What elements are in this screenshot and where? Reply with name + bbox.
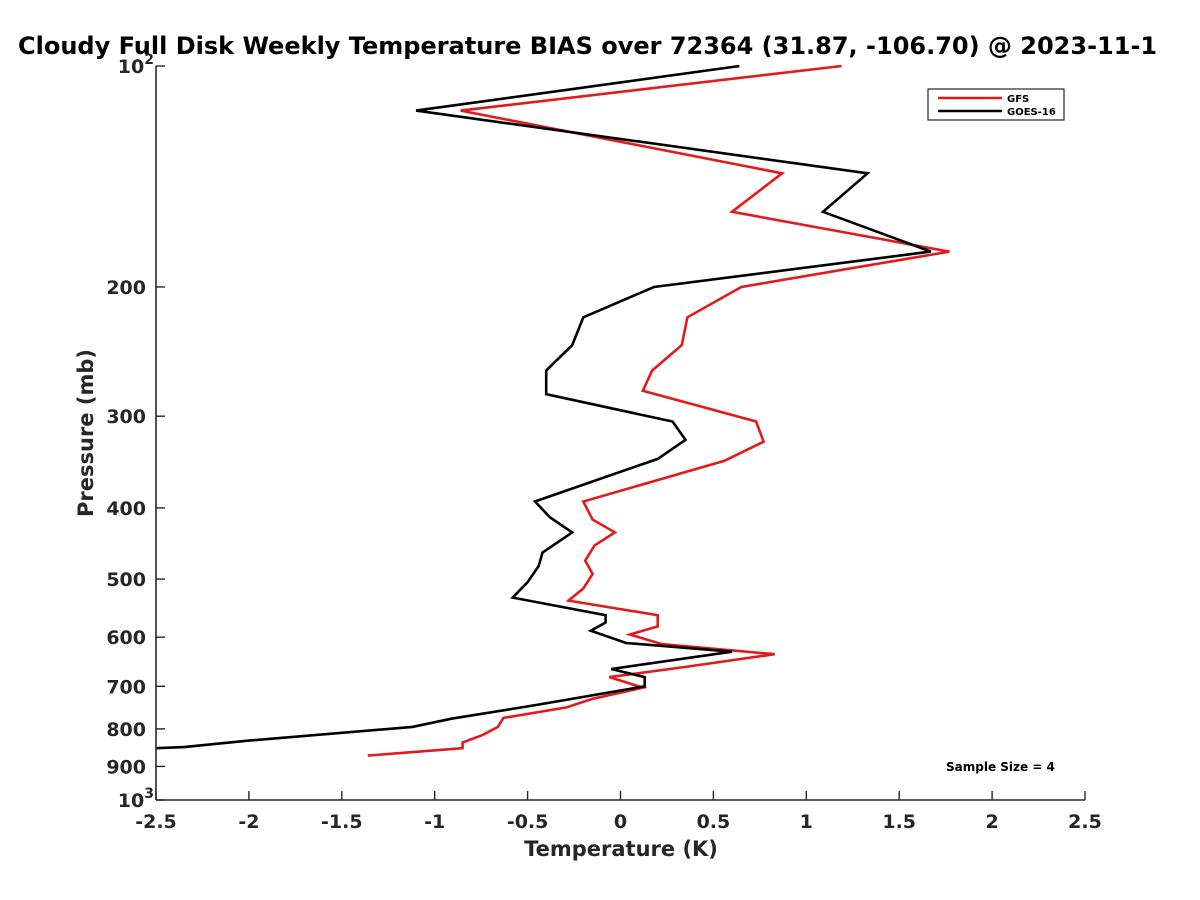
x-tick-label: -1.5 [321, 811, 363, 833]
y-tick-label: 103 [118, 786, 154, 812]
legend-entry-label: GFS [1007, 94, 1029, 105]
x-axis-label: Temperature (K) [524, 837, 718, 861]
y-axis-ticks: 102 200 300 400 500 600 700 800 900 103 [106, 52, 165, 812]
x-tick-label: 1 [800, 811, 813, 833]
y-axis-label: Pressure (mb) [74, 349, 98, 517]
y-tick-label: 700 [106, 676, 146, 698]
x-tick-label: -1 [424, 811, 445, 833]
series-line-gfs [367, 64, 950, 757]
x-tick-label: -0.5 [507, 811, 549, 833]
legend-box [927, 88, 1065, 121]
y-tick-label: 900 [106, 756, 146, 778]
x-tick-label: -2 [238, 811, 259, 833]
y-tick-label: 300 [106, 406, 146, 428]
plot-lines [155, 64, 950, 757]
x-tick-label: 2.5 [1068, 811, 1102, 833]
sample-size-annotation: Sample Size = 4 [946, 760, 1055, 774]
legend-items: GFS GOES-16 [938, 94, 1056, 118]
y-tick-label: 600 [106, 627, 146, 649]
y-tick-label: 800 [106, 719, 146, 741]
series-line-goes-16 [155, 64, 932, 750]
chart-title: Cloudy Full Disk Weekly Temperature BIAS… [18, 32, 1157, 60]
x-tick-label: 2 [985, 811, 998, 833]
x-axis-ticks: -2.5 -2 -1.5 -1 -0.5 0 0.5 1 1.5 2 2.5 [135, 791, 1102, 833]
legend: GFS GOES-16 [927, 88, 1065, 121]
x-tick-label: 0.5 [697, 811, 731, 833]
x-tick-label: -2.5 [135, 811, 177, 833]
y-tick-label: 102 [118, 52, 154, 78]
x-tick-label: 0 [614, 811, 627, 833]
legend-entry-label: GOES-16 [1007, 107, 1056, 118]
y-tick-label: 200 [106, 277, 146, 299]
y-tick-label: 400 [106, 498, 146, 520]
y-tick-label: 500 [106, 569, 146, 591]
x-tick-label: 1.5 [882, 811, 916, 833]
